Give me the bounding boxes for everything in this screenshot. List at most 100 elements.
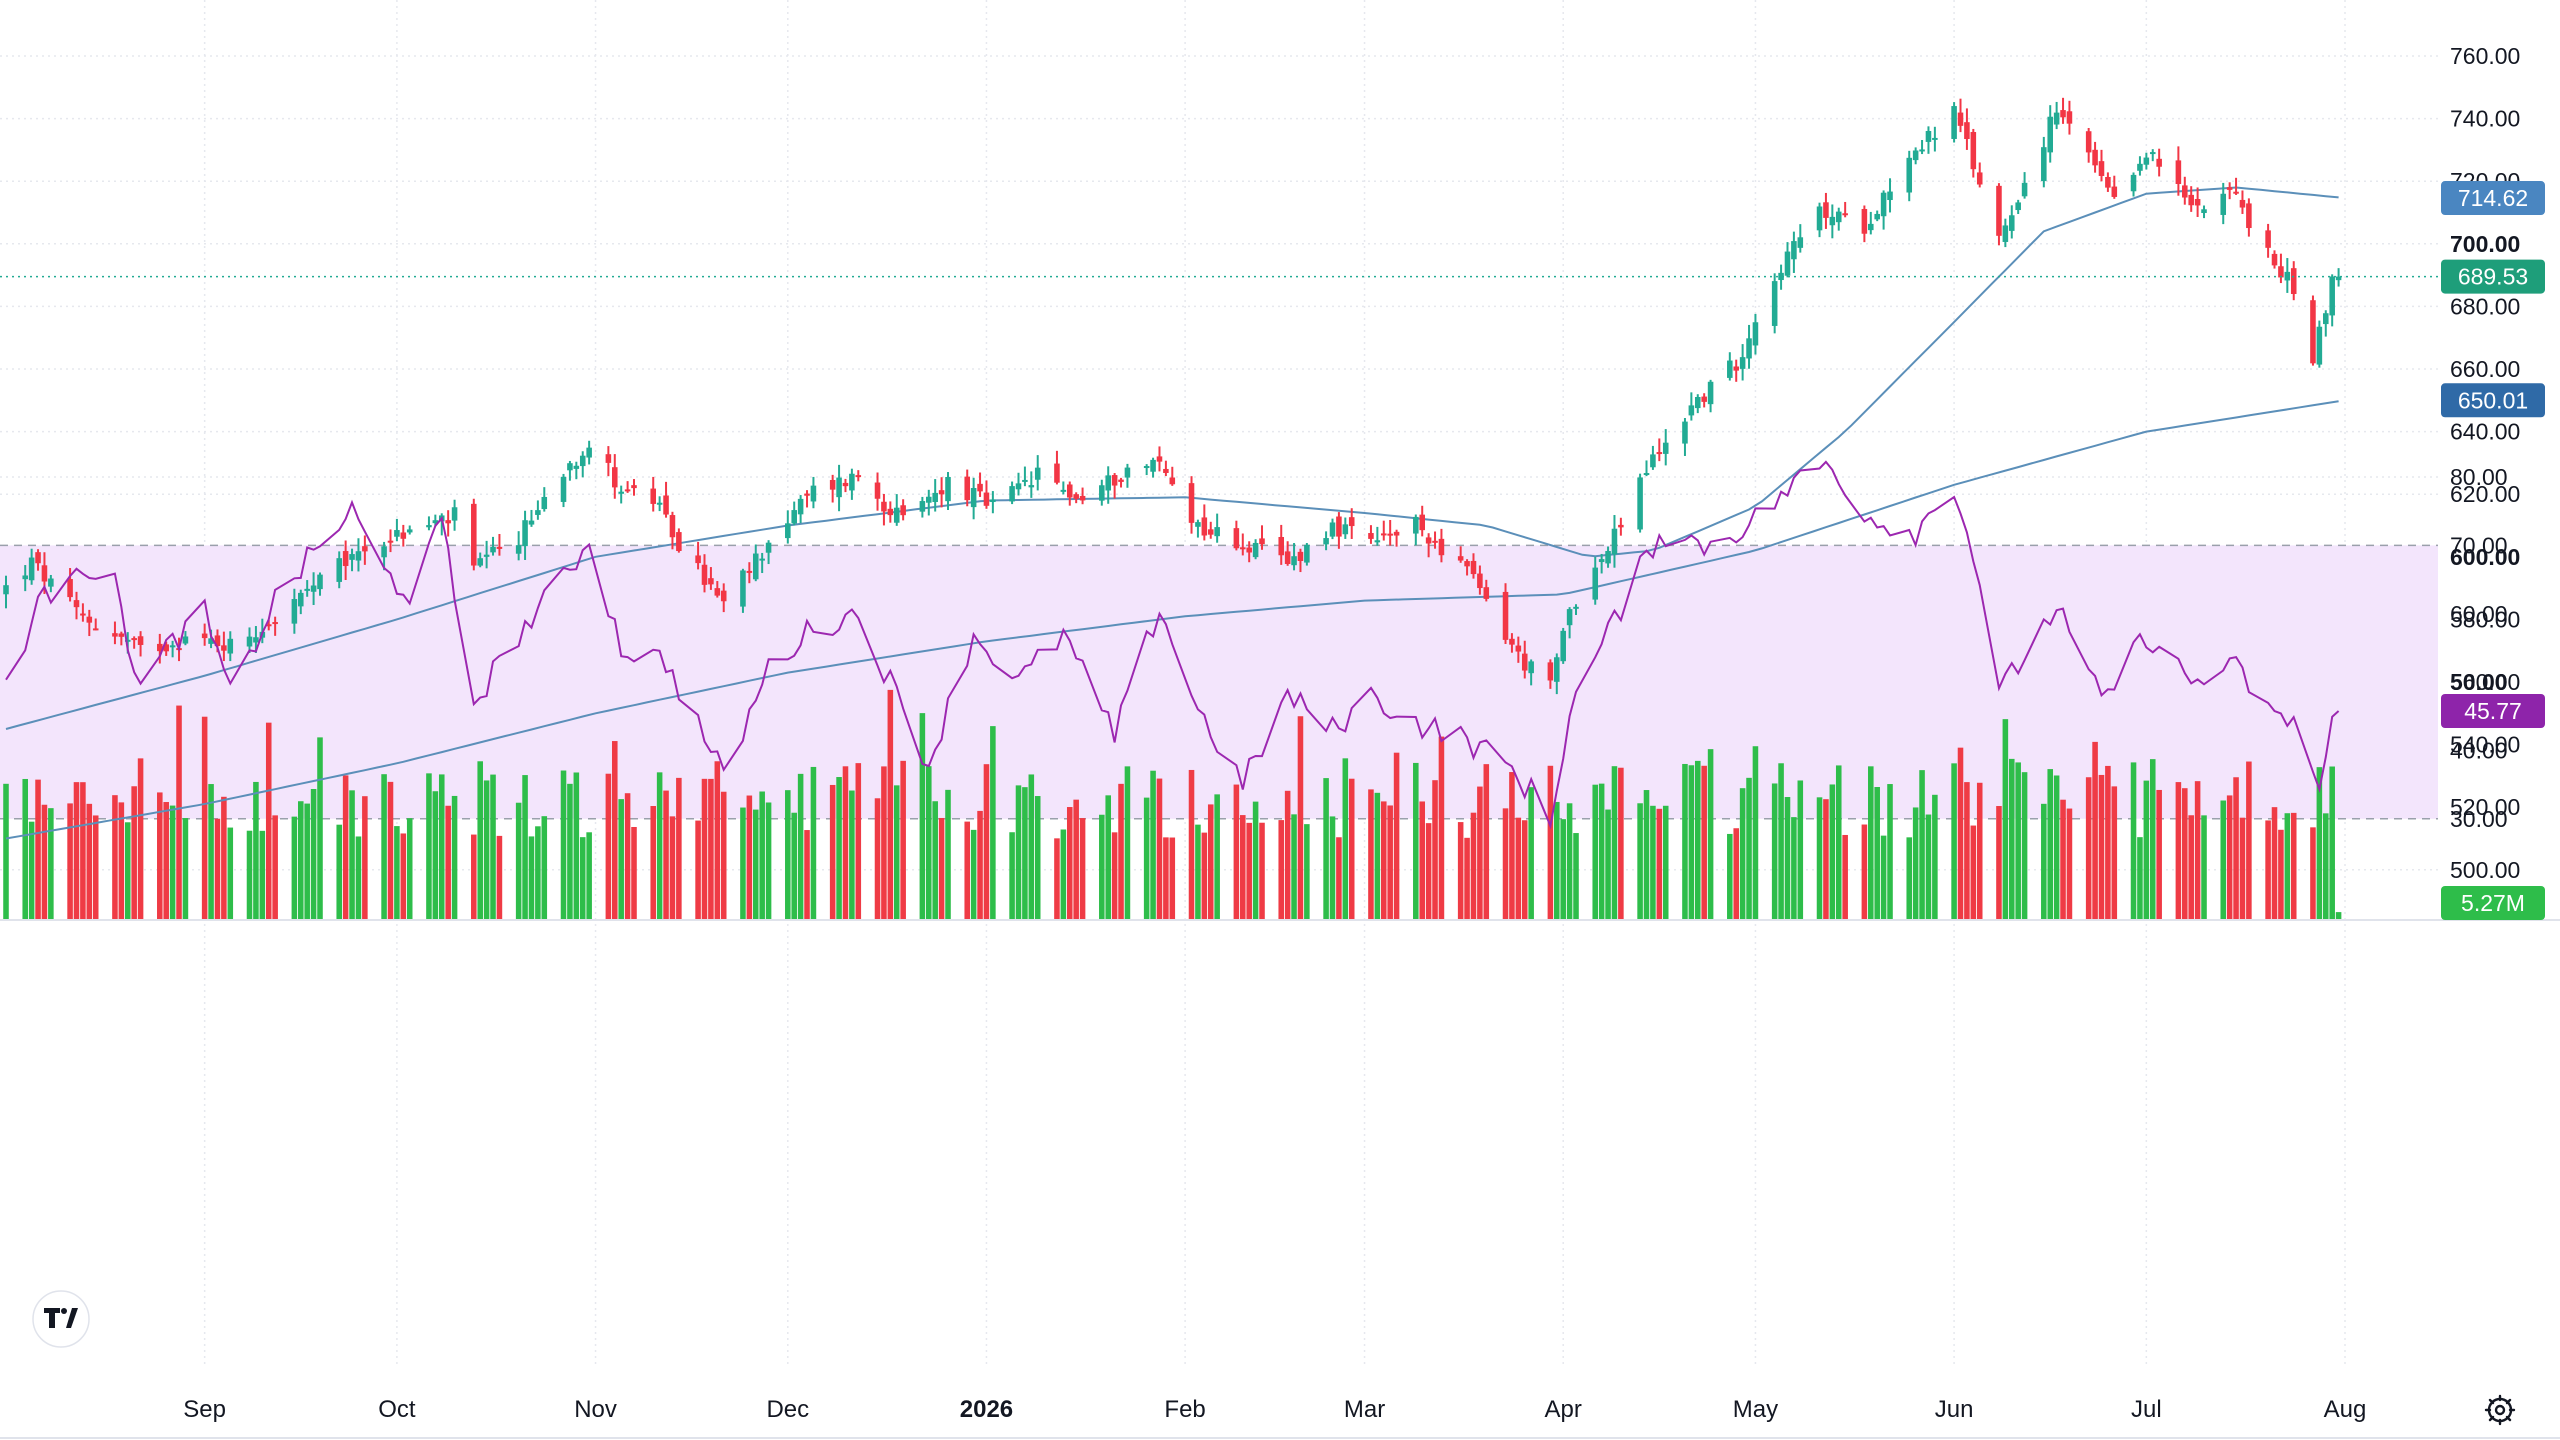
volume-bar (208, 784, 214, 919)
volume-bar (1682, 763, 1688, 919)
volume-bar (1656, 808, 1663, 919)
candle-body (624, 489, 631, 492)
candle-body (2290, 268, 2297, 294)
candle-body (1547, 662, 1554, 681)
axis-value-tags: 714.62 689.53 650.01 5.27M 45.77 (2441, 181, 2545, 920)
candle-body (535, 510, 541, 515)
candle-body (1861, 208, 1868, 234)
volume-bar (1919, 770, 1925, 919)
candle-body (2060, 110, 2066, 118)
candle-body (1528, 661, 1534, 674)
volume-bar (1143, 797, 1150, 919)
candle-body (2066, 111, 2073, 124)
time-tick-label: Nov (574, 1396, 617, 1423)
candle-body (1387, 533, 1393, 536)
volume-bar (163, 802, 169, 919)
candle-body (2015, 202, 2021, 211)
volume-bar (1797, 780, 1804, 919)
volume-bar (1457, 822, 1464, 919)
volume-bar (1419, 801, 1425, 919)
candle-body (1727, 360, 1733, 378)
volume-bar (1707, 749, 1714, 919)
candle-body (445, 520, 451, 524)
candle-body (381, 546, 387, 558)
candle-body (797, 498, 804, 515)
settings-gear-icon[interactable] (2484, 1394, 2516, 1426)
candle-body (124, 639, 131, 642)
candle-body (2226, 187, 2233, 190)
volume-bar (983, 764, 990, 919)
volume-bar (1156, 778, 1163, 919)
candle-body (137, 636, 144, 645)
candle-body (2278, 266, 2284, 278)
volume-bar (426, 773, 432, 919)
volume-bar (342, 775, 349, 919)
candle-body (1028, 485, 1035, 488)
volume-bar (2060, 799, 2066, 919)
candle-body (1022, 479, 1028, 482)
volume-bar (1906, 837, 1913, 919)
volume-bar (2137, 837, 2143, 919)
volume-bar (355, 836, 362, 919)
volume-bar (1368, 789, 1374, 919)
volume-bar (118, 802, 125, 919)
candle-body (1509, 638, 1515, 645)
volume-bar (1643, 790, 1650, 919)
candle-body (2220, 193, 2227, 215)
volume-bar (855, 763, 862, 919)
candle-body (836, 477, 842, 498)
candle-body (1380, 533, 1387, 536)
time-axis[interactable]: Sep Oct Nov Dec 2026 Feb Mar Apr May Jun Jul Aug (183, 1396, 2366, 1423)
candle-body (1240, 547, 1246, 550)
volume-bar (1957, 747, 1964, 919)
candle-body (1470, 560, 1477, 575)
volume-bar (881, 766, 887, 919)
candle-body (349, 554, 355, 560)
rsi-band (0, 544, 2438, 820)
volume-bar (1336, 837, 1342, 919)
volume-tag-text: 5.27M (2461, 890, 2525, 916)
candle-body (1554, 657, 1560, 682)
candle-body (272, 622, 278, 625)
candle-body (1124, 467, 1131, 478)
volume-bar (2156, 789, 2162, 919)
candle-body (2130, 174, 2137, 192)
volume-bar (522, 775, 528, 919)
volume-bar (849, 790, 855, 919)
candle-body (2233, 191, 2239, 194)
candle-body (650, 488, 657, 504)
candle-body (253, 637, 259, 643)
volume-bar (2175, 782, 2182, 919)
volume-bar (381, 774, 387, 919)
candle-body (73, 600, 80, 608)
volume-bar (900, 760, 906, 919)
candle-body (893, 507, 900, 523)
candle-body (586, 447, 592, 458)
volume-bar (246, 830, 253, 919)
volume-bar (938, 817, 945, 919)
volume-bar (1246, 822, 1252, 919)
candle-body (1477, 573, 1483, 589)
candle-body (515, 545, 522, 554)
volume-bar (1015, 785, 1022, 919)
candle-body (2111, 186, 2118, 197)
price-tick-label: 600.00 (2450, 544, 2520, 570)
candle-body (387, 540, 394, 543)
volume-bar (2220, 800, 2227, 919)
candle-body (1951, 106, 1957, 139)
volume-bar (1912, 807, 1919, 919)
rsi-axis[interactable]: 30.00 40.00 50.00 60.00 70.00 80.00 (2450, 464, 2508, 832)
tradingview-logo[interactable] (32, 1290, 90, 1348)
candle-body (317, 574, 323, 590)
candle-body (1207, 529, 1214, 535)
candle-body (1393, 531, 1400, 536)
volume-bar (791, 812, 797, 919)
candle-body (355, 551, 362, 561)
candle-body (1650, 454, 1656, 468)
candle-body (342, 551, 349, 567)
candle-body (829, 479, 836, 490)
volume-bar (1124, 766, 1131, 919)
candle-body (2310, 300, 2316, 364)
volume-bar (631, 826, 637, 919)
